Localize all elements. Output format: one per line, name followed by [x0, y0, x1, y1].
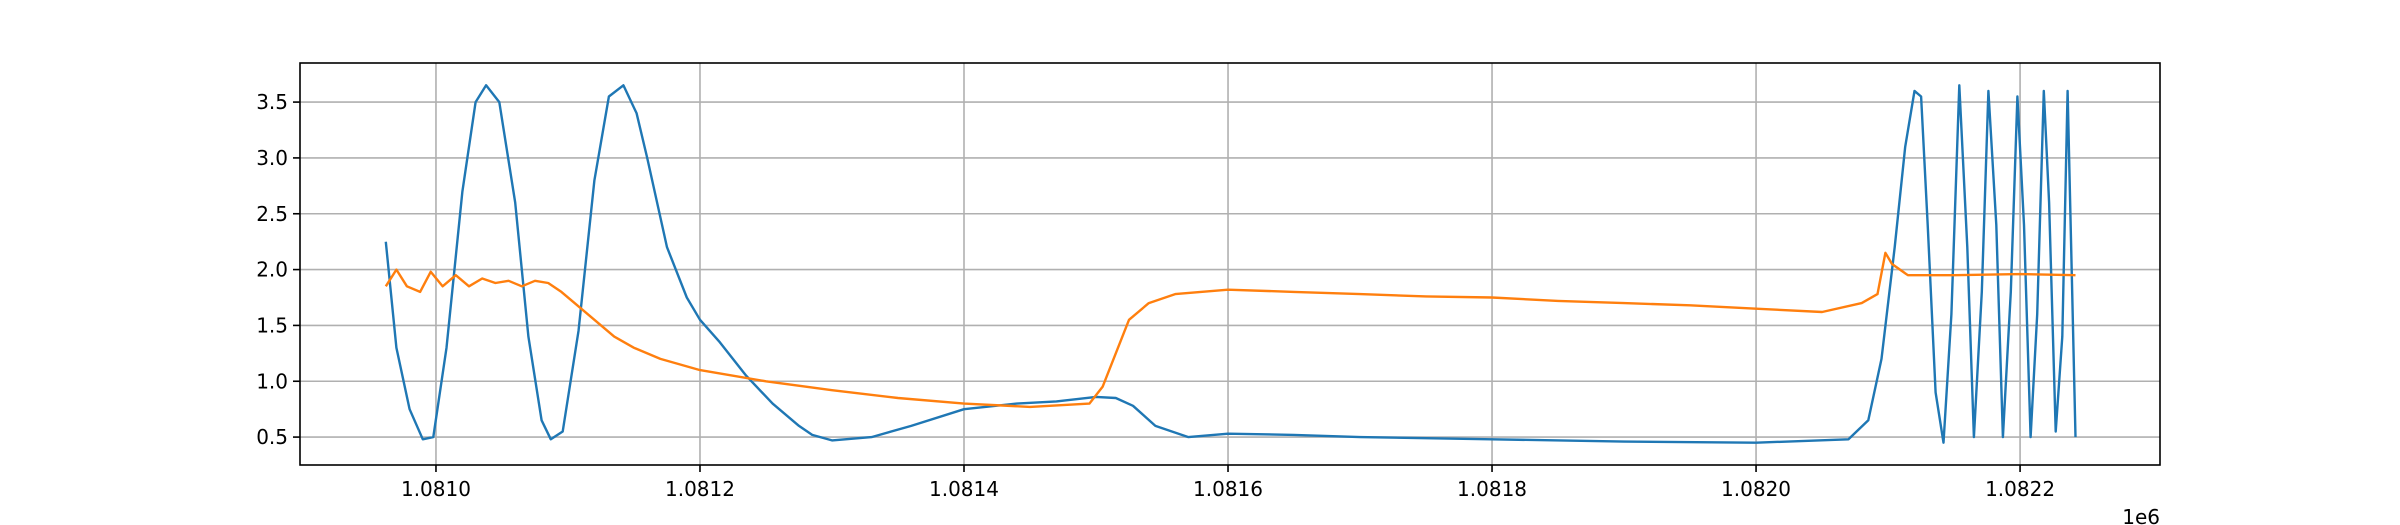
y-axis: 0.5 1.0 1.5 2.0 2.5 3.0 3.5: [256, 90, 300, 449]
series-layer: [384, 84, 2077, 444]
y-tick-label: 1.5: [256, 313, 288, 337]
y-tick-label: 3.0: [256, 146, 288, 170]
x-tick-label: 1.0810: [401, 477, 471, 501]
y-tick-label: 3.5: [256, 90, 288, 114]
series-line-1: [384, 84, 2077, 444]
y-tick-label: 2.0: [256, 258, 288, 282]
series-line-2: [384, 251, 2076, 409]
x-tick-label: 1.0812: [665, 477, 735, 501]
y-tick-label: 1.0: [256, 369, 288, 393]
x-tick-label: 1.0818: [1457, 477, 1527, 501]
x-axis-offset-label: 1e6: [2122, 505, 2160, 525]
x-tick-label: 1.0820: [1721, 477, 1791, 501]
x-tick-label: 1.0814: [929, 477, 999, 501]
x-axis: 1.0810 1.0812 1.0814 1.0816 1.0818 1.0820 1.08…: [401, 465, 2055, 501]
plot-frame: [299, 62, 2161, 466]
x-tick-label: 1.0816: [1193, 477, 1263, 501]
x-tick-label: 1.0822: [1985, 477, 2055, 501]
y-tick-label: 0.5: [256, 425, 288, 449]
y-tick-label: 2.5: [256, 202, 288, 226]
grid: [300, 63, 2160, 465]
